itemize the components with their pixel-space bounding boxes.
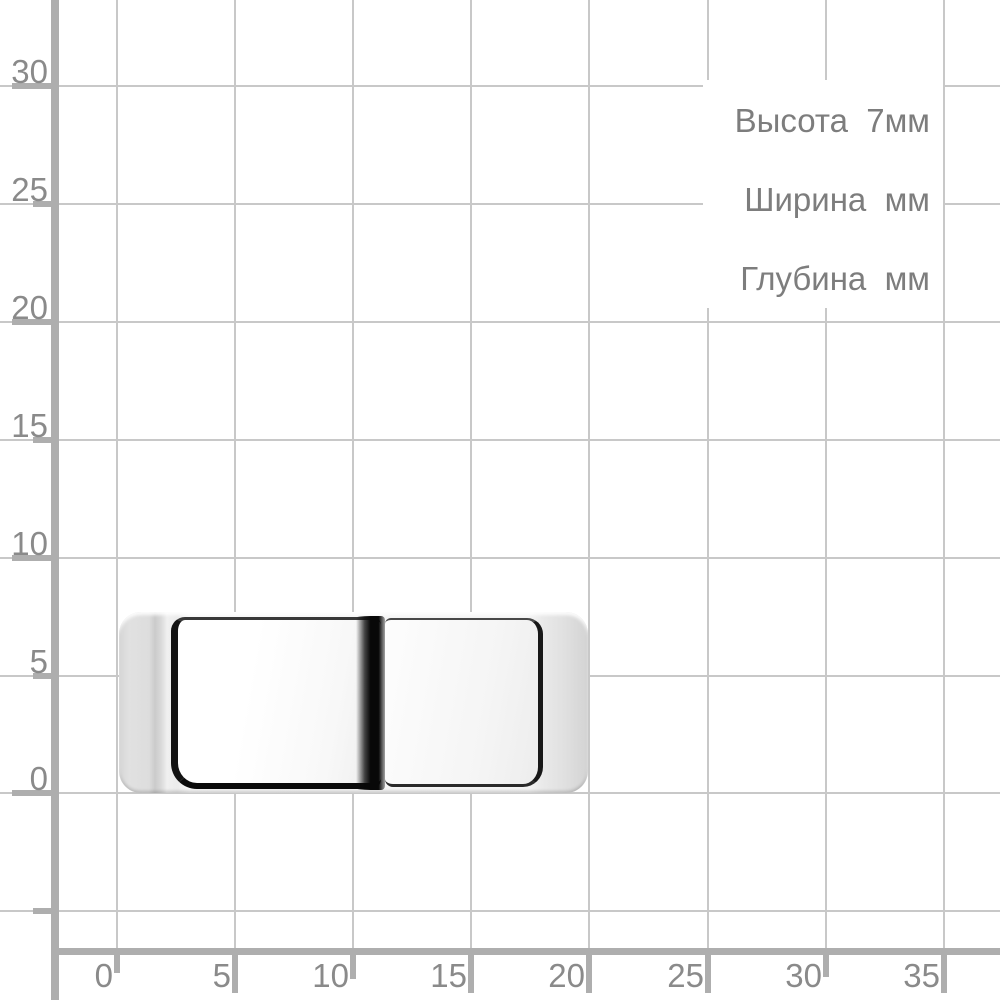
x-axis-tick [114, 955, 120, 973]
grid-line-horizontal [0, 557, 1000, 559]
grid-line-vertical [116, 0, 118, 950]
width-dimension-label: Ширина мм [744, 181, 930, 218]
grid-line-horizontal [0, 792, 1000, 794]
dimensions-panel: Высота 7мм Ширина мм Глубина мм [703, 80, 943, 308]
y-axis-tick [12, 555, 51, 561]
x-axis-tick-label: 5 [212, 957, 231, 994]
x-axis-tick [941, 955, 947, 993]
grid-line-vertical [707, 0, 709, 950]
y-axis-tick-label: 0 [29, 760, 48, 797]
grid-line-horizontal [0, 910, 1000, 912]
x-axis-line [51, 948, 1000, 955]
height-dimension-label: Высота 7мм [734, 102, 930, 139]
grid-line-vertical [825, 0, 827, 950]
y-axis-tick [12, 83, 51, 89]
x-axis-tick-label: 25 [667, 957, 704, 994]
y-axis-tick [33, 437, 51, 443]
y-axis-tick-label: 5 [29, 643, 48, 680]
x-axis-tick-label: 20 [548, 957, 585, 994]
grid-line-horizontal [0, 439, 1000, 441]
y-axis-tick-label: 20 [11, 289, 48, 326]
y-axis-line [51, 0, 59, 1000]
grid-line-horizontal [0, 85, 1000, 87]
grid-line-vertical [943, 0, 945, 950]
grid-line-vertical [470, 0, 472, 950]
y-axis-tick-label: 25 [11, 171, 48, 208]
grid-line-vertical [234, 0, 236, 950]
x-axis-tick-label: 10 [312, 957, 349, 994]
y-axis-tick [33, 673, 51, 679]
x-axis-tick-label: 0 [94, 957, 113, 994]
x-axis-tick [823, 955, 829, 977]
ring-reflection-panel-right [385, 618, 543, 787]
x-axis-tick [705, 955, 711, 993]
ring-dark-reflection-stripe [356, 616, 385, 790]
grid-line-horizontal [0, 203, 1000, 205]
ring-reflection-panel-left [171, 617, 381, 789]
grid-line-vertical [352, 0, 354, 950]
grid-line-vertical [588, 0, 590, 950]
x-axis-tick-label: 30 [785, 957, 822, 994]
x-axis-tick-label: 15 [430, 957, 467, 994]
y-axis-tick [12, 319, 51, 325]
grid-line-horizontal [0, 321, 1000, 323]
y-axis-tick-label: 30 [11, 53, 48, 90]
x-axis-tick [468, 955, 474, 993]
y-axis-tick [12, 790, 51, 796]
x-axis-tick [350, 955, 356, 979]
y-axis-tick-label: 15 [11, 407, 48, 444]
x-axis-tick-label: 35 [903, 957, 940, 994]
y-axis-tick-label: 10 [11, 525, 48, 562]
y-axis-tick [33, 908, 51, 914]
y-axis-tick [33, 201, 51, 207]
x-axis-tick [232, 955, 238, 993]
x-axis-tick [586, 955, 592, 993]
depth-dimension-label: Глубина мм [740, 260, 930, 297]
ring-photo [119, 612, 588, 793]
